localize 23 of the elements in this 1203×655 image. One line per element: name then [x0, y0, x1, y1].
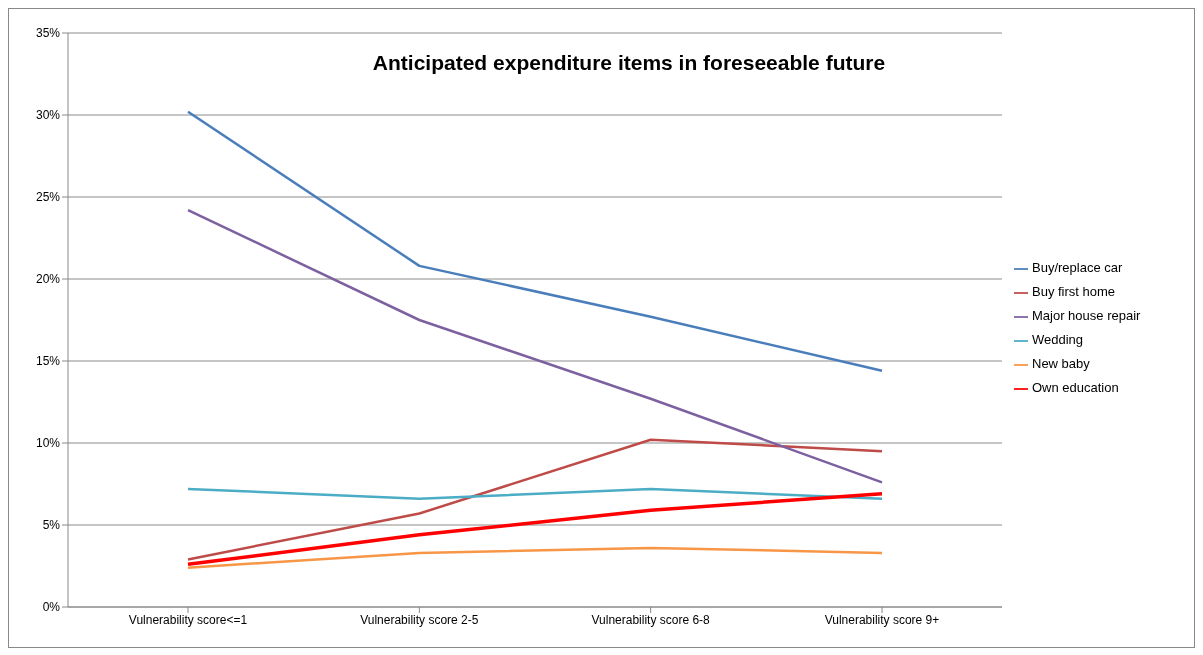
- legend-label: Major house repair: [1032, 308, 1141, 323]
- x-tick-label: Vulnerability score 6-8: [591, 612, 711, 627]
- y-tick-label: 35%: [35, 26, 61, 41]
- y-tick-label: 15%: [35, 354, 61, 369]
- line-series: [186, 208, 884, 484]
- y-tick-label: 30%: [35, 108, 61, 123]
- y-tick-label: 25%: [35, 190, 61, 205]
- x-tick-label: Vulnerability score<=1: [128, 612, 248, 627]
- y-tick-label: 10%: [35, 436, 61, 451]
- y-tick-label: 20%: [35, 272, 61, 287]
- line-series: [186, 492, 884, 567]
- legend-label: Wedding: [1032, 332, 1084, 347]
- line-series: [186, 438, 884, 561]
- line-series: [186, 110, 884, 373]
- legend-label: New baby: [1032, 356, 1090, 371]
- legend-label: Own education: [1032, 380, 1119, 395]
- x-tick-label: Vulnerability score 2-5: [360, 612, 479, 627]
- legend-label: Buy first home: [1032, 284, 1116, 299]
- y-tick-label: 0%: [42, 600, 61, 615]
- y-tick-label: 5%: [42, 518, 61, 533]
- legend-label: Buy/replace car: [1032, 260, 1123, 275]
- x-tick-label: Vulnerability score 9+: [824, 612, 940, 627]
- text: Anticipated expenditure items in foreseeable future: [371, 51, 887, 75]
